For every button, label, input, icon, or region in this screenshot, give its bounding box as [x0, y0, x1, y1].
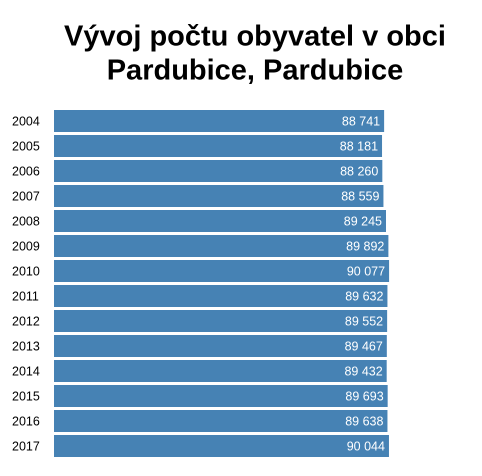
category-label: 2007: [12, 189, 40, 203]
bar: [54, 385, 388, 407]
value-label: 89 693: [345, 389, 383, 403]
bar: [54, 285, 388, 307]
value-label: 88 559: [341, 189, 379, 203]
bar: [54, 335, 387, 357]
value-label: 89 432: [344, 364, 382, 378]
category-label: 2013: [12, 339, 40, 353]
value-label: 88 260: [340, 164, 378, 178]
category-label: 2015: [12, 389, 40, 403]
category-label: 2009: [12, 239, 40, 253]
value-label: 89 632: [345, 289, 383, 303]
value-label: 89 467: [345, 339, 383, 353]
value-label: 88 741: [342, 114, 380, 128]
category-label: 2008: [12, 214, 40, 228]
category-label: 2011: [12, 289, 39, 303]
bar: [54, 160, 383, 182]
bar: [54, 410, 388, 432]
bar: [54, 260, 390, 282]
value-label: 89 638: [345, 414, 383, 428]
category-label: 2017: [12, 439, 40, 453]
category-label: 2016: [12, 414, 40, 428]
value-label: 90 044: [347, 439, 385, 453]
value-label: 89 552: [345, 314, 383, 328]
chart-title: Pardubice, Pardubice: [107, 55, 404, 87]
bar: [54, 110, 385, 132]
bar: [54, 210, 386, 232]
bar: [54, 185, 384, 207]
category-label: 2004: [12, 114, 40, 128]
category-label: 2010: [12, 264, 40, 278]
bar: [54, 360, 387, 382]
bar: [54, 435, 389, 457]
bar: [54, 235, 389, 257]
category-label: 2005: [12, 139, 40, 153]
category-label: 2012: [12, 314, 40, 328]
value-label: 88 181: [340, 139, 378, 153]
value-label: 89 245: [344, 214, 382, 228]
chart-title: Vývoj počtu obyvatel v obci: [64, 21, 446, 53]
category-label: 2006: [12, 164, 40, 178]
category-label: 2014: [12, 364, 40, 378]
bar: [54, 135, 383, 157]
value-label: 89 892: [346, 239, 384, 253]
bar: [54, 310, 388, 332]
value-label: 90 077: [347, 264, 385, 278]
